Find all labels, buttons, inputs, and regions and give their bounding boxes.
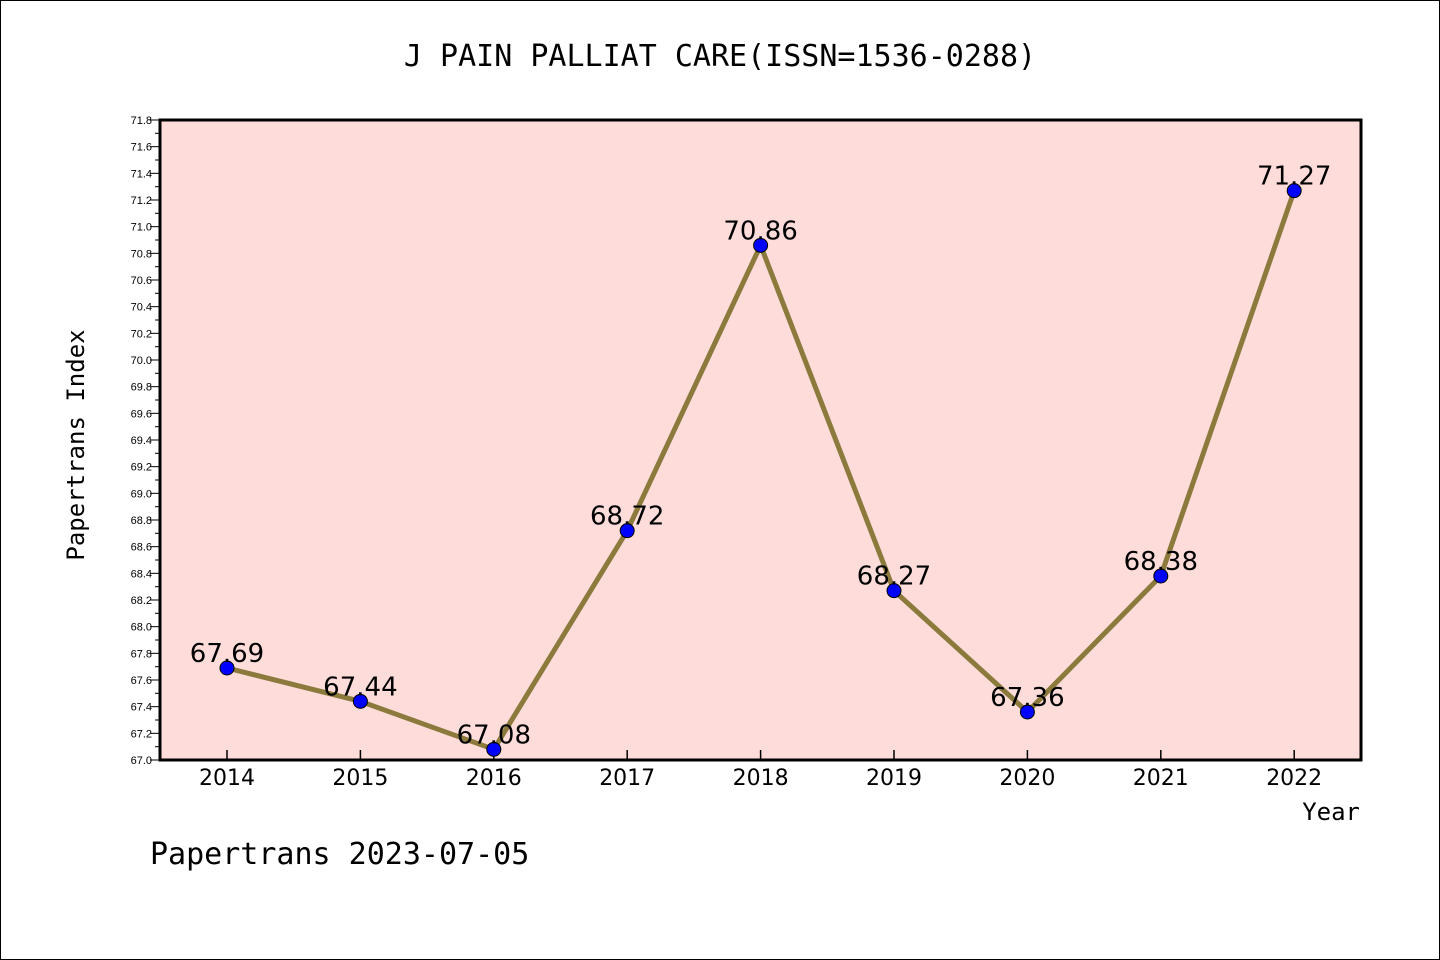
data-label: 67.44 (323, 672, 397, 702)
y-tick-label: 69.8 (131, 382, 152, 394)
y-tick-label: 70.8 (131, 248, 152, 260)
x-axis: 2014 2015 2016 2017 2018 2019 2020 2021 2022 (199, 750, 1322, 791)
x-tick-label: 2020 (999, 766, 1055, 791)
data-label: 70.86 (723, 216, 797, 246)
plot-area (158, 118, 1363, 762)
data-point (1153, 568, 1169, 584)
y-tick-label: 67.6 (131, 675, 152, 687)
y-tick-label: 68.4 (131, 568, 152, 580)
data-label: 68.27 (857, 562, 931, 592)
data-label: 67.69 (190, 639, 264, 669)
data-point (219, 660, 235, 676)
y-tick-label: 67.0 (131, 755, 152, 767)
y-tick-label: 69.2 (131, 462, 152, 474)
y-tick-label: 70.4 (131, 302, 152, 314)
data-point (619, 523, 635, 539)
x-tick-label: 2016 (466, 766, 522, 791)
x-tick-label: 2017 (599, 766, 655, 791)
y-tick-label: 71.8 (131, 115, 152, 127)
data-point (1019, 704, 1035, 720)
y-tick-label: 70.6 (131, 275, 152, 287)
x-tick-label: 2015 (332, 766, 388, 791)
data-label-layer: 67.69 67.44 67.08 68.72 70.86 68.27 67.36 68.38… (190, 162, 1332, 751)
y-tick-label: 69.4 (131, 435, 152, 447)
data-point (486, 741, 502, 757)
x-axis-label: Year (1302, 798, 1360, 826)
y-tick-label: 70.2 (131, 328, 152, 340)
y-tick-label: 67.2 (131, 728, 152, 740)
data-point (753, 237, 769, 253)
y-tick-label: 71.6 (131, 142, 152, 154)
data-point (352, 693, 368, 709)
y-tick-label: 68.0 (131, 622, 152, 634)
data-label: 67.36 (990, 683, 1064, 713)
footer-text: Papertrans 2023-07-05 (150, 837, 529, 872)
y-tick-label: 71.2 (131, 195, 152, 207)
x-tick-label: 2014 (199, 766, 255, 791)
data-label: 67.08 (457, 720, 531, 750)
y-tick-label: 71.0 (131, 222, 152, 234)
y-tick-label: 68.2 (131, 595, 152, 607)
data-point (1286, 183, 1302, 199)
y-tick-label: 71.4 (131, 168, 152, 180)
data-label: 68.72 (590, 502, 664, 532)
y-tick-label: 69.6 (131, 408, 152, 420)
x-tick-label: 2022 (1266, 766, 1322, 791)
chart-title: J PAIN PALLIAT CARE(ISSN=1536-0288) (404, 39, 1036, 74)
data-point (886, 583, 902, 599)
y-axis-label: Papertrans Index (62, 329, 90, 560)
y-tick-label: 67.8 (131, 648, 152, 660)
y-axis: 67.0 67.2 67.4 67.6 67.8 68.0 68.2 68.4 68.6 68.8… (131, 115, 160, 767)
y-tick-label: 70.0 (131, 355, 152, 367)
x-tick-label: 2019 (866, 766, 922, 791)
data-label: 71.27 (1257, 162, 1331, 192)
series-layer (219, 183, 1302, 757)
x-tick-label: 2021 (1133, 766, 1189, 791)
y-tick-label: 67.4 (131, 702, 152, 714)
data-label: 68.38 (1124, 547, 1198, 577)
x-tick-label: 2018 (733, 766, 789, 791)
y-tick-label: 68.8 (131, 515, 152, 527)
y-tick-label: 69.0 (131, 488, 152, 500)
y-tick-label: 68.6 (131, 542, 152, 554)
